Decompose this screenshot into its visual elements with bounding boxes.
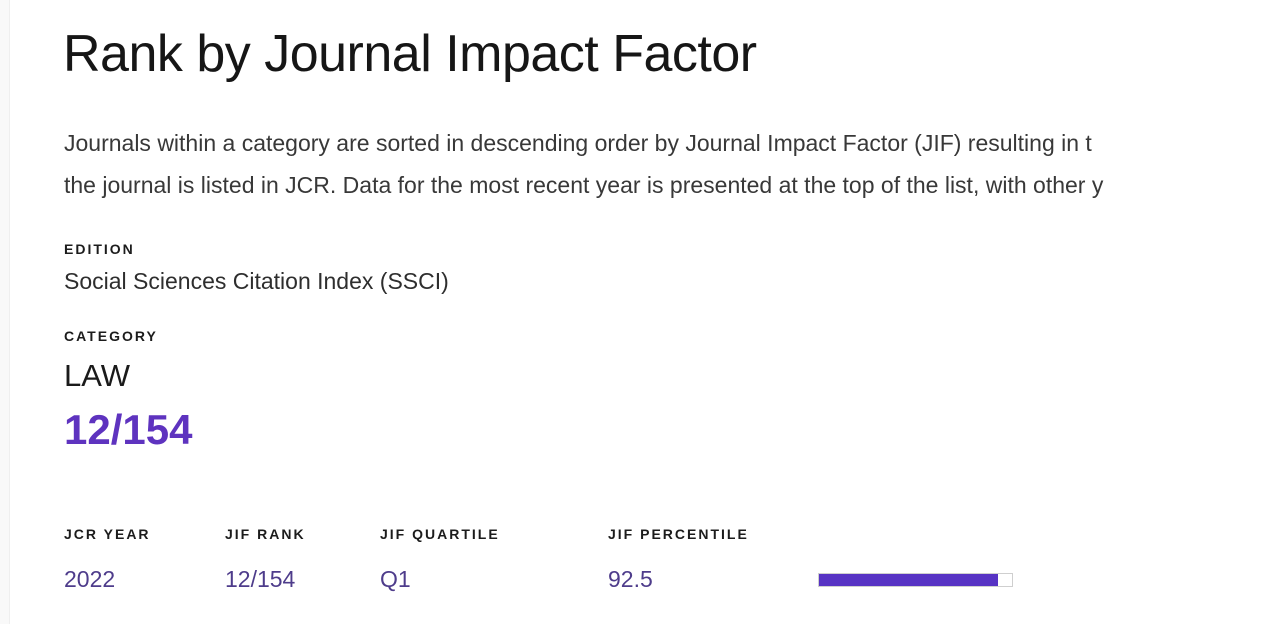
column-header-jcr-year: JCR YEAR bbox=[64, 526, 151, 542]
page-description: Journals within a category are sorted in… bbox=[64, 122, 1268, 206]
jif-percentile-value: 92.5 bbox=[608, 566, 653, 592]
column-header-jif-rank: JIF RANK bbox=[225, 526, 306, 542]
percentile-progress-fill bbox=[819, 573, 998, 586]
percentile-progress-bar bbox=[818, 572, 1013, 587]
table-row: 2022 12/154 Q1 92.5 bbox=[64, 566, 1014, 593]
table-header-row: JCR YEAR JIF RANK JIF QUARTILE JIF PERCE… bbox=[64, 526, 1014, 542]
column-header-jif-percentile: JIF PERCENTILE bbox=[608, 526, 749, 542]
percentile-bar-cell bbox=[818, 572, 1014, 587]
edition-label: EDITION bbox=[64, 241, 135, 257]
left-edge-strip bbox=[0, 0, 10, 624]
description-line: Journals within a category are sorted in… bbox=[64, 130, 1092, 156]
description-line: the journal is listed in JCR. Data for t… bbox=[64, 172, 1104, 198]
category-label: CATEGORY bbox=[64, 328, 158, 344]
category-value: LAW bbox=[64, 358, 131, 393]
jif-quartile-value: Q1 bbox=[380, 566, 411, 592]
edition-value: Social Sciences Citation Index (SSCI) bbox=[64, 268, 449, 294]
jcr-year-value: 2022 bbox=[64, 566, 116, 592]
category-rank-value: 12/154 bbox=[64, 406, 193, 453]
rank-table: JCR YEAR JIF RANK JIF QUARTILE JIF PERCE… bbox=[64, 526, 1014, 593]
column-header-jif-quartile: JIF QUARTILE bbox=[380, 526, 500, 542]
page-title: Rank by Journal Impact Factor bbox=[63, 25, 757, 83]
jif-rank-value: 12/154 bbox=[225, 566, 296, 592]
